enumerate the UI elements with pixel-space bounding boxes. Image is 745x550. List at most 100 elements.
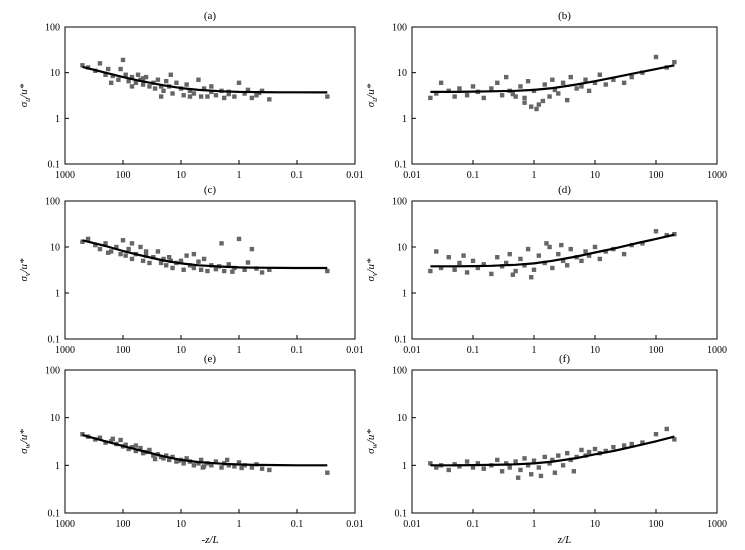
data-point <box>158 84 164 89</box>
data-point <box>170 265 175 271</box>
data-point <box>196 259 201 264</box>
data-point <box>574 454 579 460</box>
data-point <box>518 256 523 262</box>
data-point <box>560 80 566 85</box>
data-point <box>556 91 561 96</box>
data-point <box>513 94 518 99</box>
x-tick-label: 10 <box>176 519 186 530</box>
data-point <box>325 470 330 475</box>
data-point <box>481 262 486 267</box>
data-point <box>187 88 193 94</box>
data-point <box>597 72 603 77</box>
data-point <box>126 446 131 452</box>
data-point <box>529 104 534 109</box>
y-tick-label: 0.1 <box>48 335 61 346</box>
fit-curve <box>430 435 675 467</box>
x-tick-label: 1 <box>532 170 537 181</box>
data-point <box>249 95 255 101</box>
data-point <box>552 470 558 475</box>
data-point <box>507 465 512 470</box>
x-tick-label: 0.01 <box>403 345 421 356</box>
data-point <box>105 66 111 72</box>
y-tick-label: 100 <box>392 197 407 208</box>
x-tick-label: 1000 <box>55 345 75 356</box>
data-point <box>564 97 570 103</box>
data-point <box>531 267 537 272</box>
data-point <box>552 87 558 93</box>
x-axis-label: z/L <box>557 534 571 546</box>
data-point <box>518 84 523 89</box>
x-tick-label: 0.01 <box>403 170 421 181</box>
data-point <box>232 94 237 99</box>
y-axis-label-sigma: σ <box>18 101 30 107</box>
data-point <box>586 449 592 455</box>
x-tick-label: 0.1 <box>467 170 480 181</box>
data-point <box>196 461 201 466</box>
data-point <box>97 61 103 66</box>
plot-frame <box>64 200 356 340</box>
data-point <box>503 260 509 266</box>
data-point <box>586 88 592 94</box>
data-point <box>464 93 470 98</box>
data-point <box>438 265 444 271</box>
x-tick-label: 10 <box>590 345 600 356</box>
data-point <box>544 241 549 246</box>
panel-4: (e) 0.1 1 10 100 1000 100 10 1 0.1 0.01 σw/u* -z/L <box>18 353 364 546</box>
data-point <box>143 249 149 254</box>
data-point <box>242 91 247 96</box>
data-point <box>515 475 521 480</box>
data-point <box>201 86 207 91</box>
y-tick-label: 0.1 <box>395 509 408 520</box>
data-point <box>538 473 544 479</box>
x-tick-label: 0.01 <box>346 170 364 181</box>
data-point <box>571 469 577 474</box>
data-point <box>611 445 616 450</box>
y-tick-label: 100 <box>45 197 60 208</box>
y-axis-label: σw/u* <box>18 429 32 454</box>
data-point <box>513 459 518 464</box>
data-point <box>209 463 214 468</box>
data-point <box>434 249 439 254</box>
data-point <box>475 265 481 271</box>
y-tick-label: 1 <box>55 114 60 125</box>
data-point <box>242 267 247 272</box>
data-point <box>672 231 677 237</box>
data-point <box>583 249 588 254</box>
data-point <box>245 260 251 265</box>
data-point <box>198 457 204 463</box>
data-point <box>191 265 197 271</box>
data-point <box>152 456 158 462</box>
data-point <box>181 267 186 272</box>
data-point <box>230 269 235 274</box>
data-point <box>221 268 227 274</box>
data-point <box>170 91 175 96</box>
data-point <box>489 86 494 91</box>
plot-frame <box>411 26 718 165</box>
y-axis-label: σu/u* <box>18 83 32 107</box>
data-point <box>470 465 476 470</box>
data-point <box>108 249 114 254</box>
y-axis-label-sub: u <box>23 98 32 102</box>
y-tick-label: 1 <box>402 461 407 472</box>
x-tick-label: 10 <box>176 170 186 181</box>
data-point <box>611 77 616 82</box>
x-tick-label: 1 <box>532 519 537 530</box>
y-axis-label-rest: /u* <box>365 429 377 445</box>
data-point <box>564 263 570 268</box>
data-point <box>105 250 111 255</box>
data-point <box>556 453 561 458</box>
data-point <box>181 461 186 466</box>
data-point <box>129 84 135 89</box>
x-axis-label: -z/L <box>201 534 218 546</box>
x-tick-label: 0.1 <box>467 519 480 530</box>
data-point <box>547 244 552 250</box>
data-point <box>143 74 149 80</box>
data-point <box>93 242 98 248</box>
data-point <box>135 72 141 77</box>
data-point <box>129 74 135 80</box>
data-point <box>236 460 242 465</box>
data-point <box>536 465 542 470</box>
data-point <box>85 236 91 242</box>
